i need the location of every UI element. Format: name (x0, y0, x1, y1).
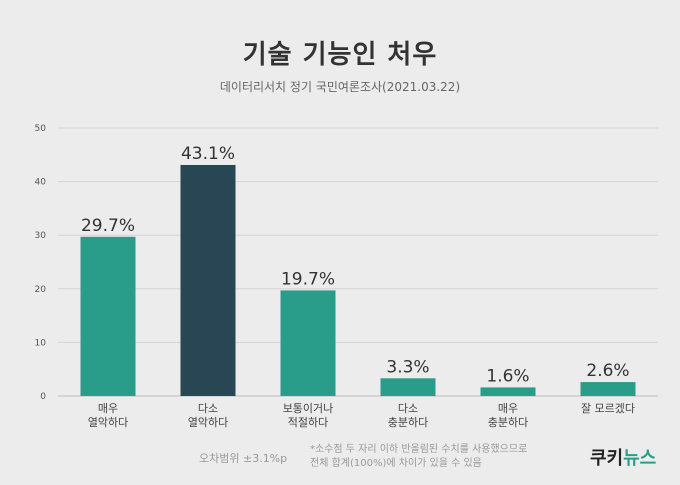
x-tick-label: 적절하다 (288, 415, 328, 429)
rounding-note-line-1: *소수점 두 자리 이하 반올림된 수치를 사용했으므로 (310, 444, 528, 455)
data-label: 19.7% (281, 269, 335, 289)
margin-of-error: 오차범위 ±3.1%p (199, 452, 288, 465)
y-tick-label: 0 (40, 392, 46, 402)
data-label: 1.6% (486, 366, 529, 386)
x-tick-label: 보통이거나 (283, 402, 334, 415)
chart-title: 기술 기능인 처우 (242, 40, 438, 70)
brand-logo-part-1: 쿠키 (590, 448, 624, 469)
x-tick-label: 충분하다 (488, 415, 528, 429)
bar (380, 378, 436, 396)
y-tick-label: 50 (35, 124, 47, 134)
y-tick-label: 20 (35, 285, 47, 295)
x-tick-label: 매우 (498, 402, 518, 415)
y-tick-label: 30 (35, 231, 47, 241)
x-tick-label: 열악하다 (188, 415, 228, 429)
data-label: 3.3% (386, 357, 429, 377)
x-tick-label: 다소 (398, 402, 418, 415)
brand-logo: 쿠키뉴스 (590, 444, 656, 470)
brand-logo-part-2: 뉴스 (623, 448, 657, 469)
bar (580, 382, 636, 396)
bar (80, 236, 136, 396)
data-label: 2.6% (586, 361, 629, 381)
bar-chart: 0102030405029.7%매우열악하다43.1%다소열악하다19.7%보통… (35, 124, 658, 429)
data-label: 29.7% (81, 216, 135, 236)
rounding-note: *소수점 두 자리 이하 반올림된 수치를 사용했으므로 전체 합계(100%)… (310, 443, 527, 471)
x-tick-label: 충분하다 (388, 415, 428, 429)
x-tick-label: 매우 (98, 402, 118, 415)
y-tick-label: 40 (35, 178, 47, 188)
bar (280, 290, 336, 396)
bar (480, 387, 536, 396)
x-tick-label: 잘 모르겠다 (581, 402, 635, 415)
bar (180, 164, 236, 396)
data-label: 43.1% (181, 144, 235, 164)
rounding-note-line-2: 전체 합계(100%)에 차이가 있을 수 있음 (310, 458, 482, 469)
x-tick-label: 다소 (198, 402, 218, 415)
y-tick-label: 10 (35, 338, 47, 348)
x-tick-label: 열악하다 (88, 415, 128, 429)
chart-subtitle: 데이터리서치 정기 국민여론조사(2021.03.22) (219, 80, 461, 94)
